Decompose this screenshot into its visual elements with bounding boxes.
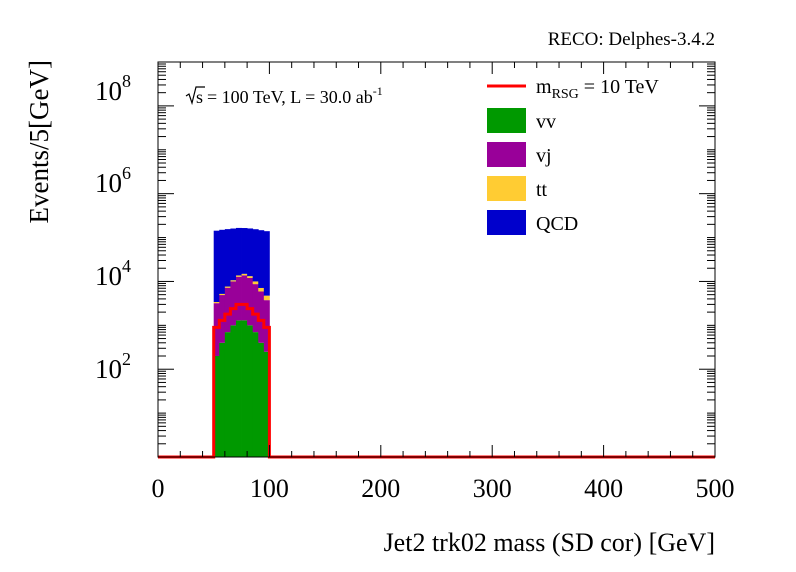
legend-label-qcd: QCD xyxy=(536,213,578,235)
x-tick-label: 400 xyxy=(584,474,623,503)
x-axis-label: Jet2 trk02 mass (SD cor) [GeV] xyxy=(384,528,715,557)
bar-vv xyxy=(230,325,237,457)
bar-vj xyxy=(247,277,254,326)
bar-qcd xyxy=(230,228,237,281)
bar-vv xyxy=(258,342,265,457)
bar-vv xyxy=(252,332,259,457)
y-tick-label: 104 xyxy=(95,256,131,291)
reco-label: RECO: Delphes-3.4.2 xyxy=(548,29,715,50)
axis-ticks xyxy=(157,62,716,458)
legend-label-signal: mRSG = 10 TeV xyxy=(536,76,659,102)
energy-annotation: s = 100 TeV, L = 30.0 ab-1 xyxy=(185,84,383,107)
bar-qcd xyxy=(219,229,226,294)
bar-tt xyxy=(258,287,265,292)
bar-tt xyxy=(230,280,237,282)
bar-vj xyxy=(241,275,248,321)
legend-label-tt: tt xyxy=(536,179,548,201)
bar-qcd xyxy=(224,229,231,287)
legend-swatch-qcd xyxy=(487,210,526,235)
bar-tt xyxy=(241,273,248,276)
bar-qcd xyxy=(213,230,220,303)
histogram-bars xyxy=(213,227,270,457)
bar-qcd xyxy=(263,231,270,296)
bar-vj xyxy=(230,281,237,326)
bar-qcd xyxy=(258,230,265,288)
annotation-text: s = 100 TeV, L = 30.0 ab-1 xyxy=(196,84,383,107)
legend-label-vv: vv xyxy=(536,111,556,133)
bar-tt xyxy=(224,286,231,288)
y-axis-label: Events/5[GeV] xyxy=(24,60,54,223)
bar-qcd xyxy=(235,227,242,276)
bar-tt xyxy=(252,281,259,285)
bar-vj xyxy=(258,291,265,343)
bar-vj xyxy=(252,284,259,333)
bar-tt xyxy=(213,302,220,304)
bar-vj xyxy=(213,303,220,357)
bar-qcd xyxy=(247,228,254,277)
bar-vv xyxy=(263,351,270,457)
x-tick-label: 100 xyxy=(250,474,289,503)
bar-tt xyxy=(235,275,242,277)
bar-qcd xyxy=(241,228,248,274)
x-tick-label: 300 xyxy=(473,474,512,503)
bar-vj xyxy=(235,276,242,321)
x-tick-labels: 0 100 200 300 400 500 xyxy=(152,474,735,503)
legend-label-vj: vj xyxy=(536,145,552,167)
legend: mRSG = 10 TeV vv vj tt QCD xyxy=(487,76,659,235)
x-tick-label: 0 xyxy=(152,474,165,503)
bar-tt xyxy=(247,276,254,278)
x-tick-label: 500 xyxy=(696,474,735,503)
x-tick-label: 200 xyxy=(361,474,400,503)
bar-vv xyxy=(235,320,242,457)
bar-qcd xyxy=(252,229,259,282)
bar-vv xyxy=(247,325,254,457)
bar-vv xyxy=(241,320,248,457)
legend-swatch-vv xyxy=(487,108,526,133)
sqrt-symbol xyxy=(185,86,205,106)
bar-tt xyxy=(263,295,270,301)
y-tick-labels: 102 104 106 108 xyxy=(95,71,131,384)
bar-vv xyxy=(224,332,231,457)
y-tick-label: 102 xyxy=(95,349,131,384)
y-tick-label: 108 xyxy=(95,71,131,106)
signal-line xyxy=(158,302,715,459)
legend-swatch-tt xyxy=(487,176,526,201)
legend-swatch-vj xyxy=(487,142,526,167)
bar-vj xyxy=(224,287,231,333)
y-tick-label: 106 xyxy=(95,163,131,198)
bar-vv xyxy=(219,342,226,457)
bar-tt xyxy=(219,293,226,296)
plot-frame xyxy=(157,61,716,458)
bar-vv xyxy=(213,356,220,457)
